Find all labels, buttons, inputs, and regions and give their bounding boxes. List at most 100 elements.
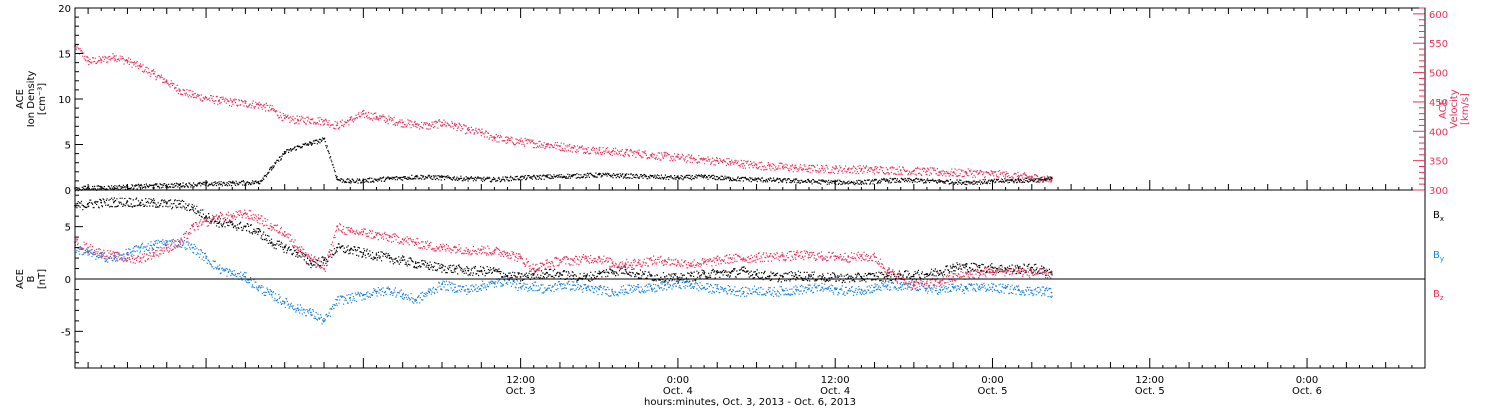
data-point: [572, 259, 574, 262]
data-point: [283, 246, 286, 249]
data-point: [454, 286, 456, 289]
data-point: [414, 175, 417, 178]
data-point: [677, 282, 679, 285]
data-point: [1004, 287, 1007, 290]
data-point: [519, 286, 522, 289]
legend-Bx: Bx: [1433, 210, 1444, 223]
data-point: [218, 267, 221, 270]
data-point: [821, 255, 823, 257]
data-point: [401, 259, 404, 262]
ylabel-density-line: ACE: [15, 89, 26, 109]
data-point: [244, 276, 247, 278]
data-point: [1017, 288, 1020, 291]
ytick-label-left: 5: [65, 141, 71, 152]
data-point: [585, 257, 588, 259]
data-point: [179, 202, 181, 205]
data-point: [873, 275, 876, 277]
data-point: [703, 175, 705, 178]
ylabel-velocity: ACE Velocity [km/s]: [1438, 89, 1471, 128]
data-point: [729, 160, 732, 163]
series-density: [74, 137, 1053, 192]
data-point: [978, 271, 981, 274]
data-point: [899, 273, 902, 276]
data-point: [428, 290, 430, 293]
data-point: [912, 169, 915, 172]
xtick-label-date: Oct. 4: [663, 386, 693, 397]
data-point: [532, 142, 535, 144]
data-point: [637, 286, 640, 289]
data-point: [926, 287, 928, 290]
ylabel-velocity-line: [km/s]: [1460, 93, 1471, 125]
data-point: [939, 288, 941, 291]
data-point: [1030, 176, 1033, 179]
data-point: [873, 256, 876, 258]
xtick-label-time: 0:00: [981, 375, 1003, 386]
data-point: [179, 241, 181, 244]
data-point: [493, 282, 496, 285]
data-point: [296, 307, 299, 310]
data-point: [677, 277, 679, 279]
data-point: [414, 241, 417, 244]
data-point: [978, 172, 981, 174]
data-point: [480, 284, 483, 287]
data-point: [624, 262, 627, 265]
series-points: [75, 197, 1053, 284]
data-point: [991, 172, 994, 175]
data-point: [965, 171, 968, 174]
data-point: [323, 138, 325, 140]
data-point: [1044, 289, 1046, 292]
legend-By: By: [1433, 250, 1444, 263]
data-point: [559, 145, 561, 147]
data-point: [781, 289, 784, 292]
data-point: [401, 293, 404, 296]
data-point: [755, 272, 758, 275]
data-point: [113, 200, 116, 203]
data-point: [441, 176, 443, 179]
data-point: [113, 55, 116, 57]
data-point: [244, 225, 247, 228]
data-point: [362, 293, 365, 296]
data-point: [677, 261, 679, 264]
data-point: [454, 246, 456, 249]
data-point: [152, 243, 155, 246]
data-point: [611, 290, 614, 293]
data-point: [886, 284, 889, 287]
data-point: [912, 273, 915, 276]
data-point: [506, 139, 509, 142]
data-point: [100, 201, 103, 204]
data-point: [572, 174, 574, 177]
data-point: [310, 141, 312, 144]
data-point: [781, 179, 784, 181]
data-point: [493, 249, 496, 252]
data-point: [388, 118, 391, 121]
data-point: [650, 153, 653, 156]
data-point: [296, 118, 299, 121]
data-point: [113, 255, 116, 257]
data-point: [165, 241, 168, 244]
data-point: [939, 280, 941, 282]
data-point: [598, 149, 601, 152]
data-point: [781, 165, 784, 168]
data-point: [283, 301, 286, 303]
data-point: [742, 257, 745, 259]
data-point: [650, 259, 653, 262]
data-point: [808, 167, 810, 170]
data-point: [519, 140, 522, 143]
data-point: [860, 255, 863, 257]
data-point: [87, 246, 89, 249]
data-point: [270, 166, 273, 169]
data-point: [598, 272, 601, 275]
data-point: [755, 256, 758, 258]
data-point: [545, 271, 548, 274]
data-point: [231, 101, 234, 103]
data-point: [847, 168, 850, 170]
ytick-label-right: 550: [1429, 39, 1448, 50]
data-point: [362, 112, 365, 115]
data-point: [663, 276, 666, 278]
data-point: [991, 286, 994, 289]
data-point: [323, 320, 325, 322]
data-point: [388, 257, 391, 259]
data-point: [624, 151, 627, 154]
data-point: [1004, 267, 1007, 270]
